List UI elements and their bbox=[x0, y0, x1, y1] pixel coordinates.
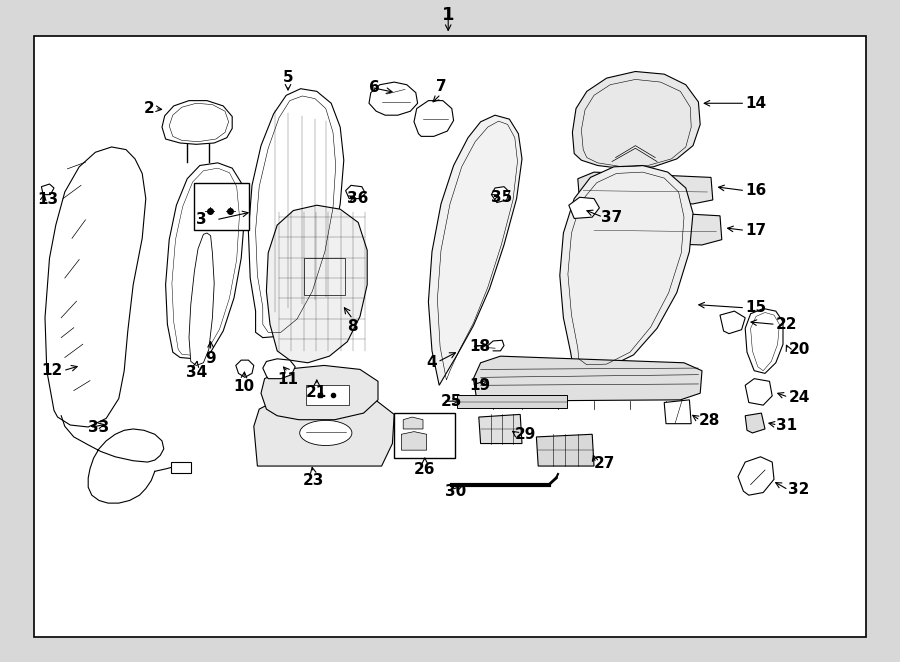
Bar bbox=[394, 413, 455, 458]
Text: 29: 29 bbox=[515, 427, 536, 442]
Polygon shape bbox=[479, 414, 522, 444]
Polygon shape bbox=[403, 417, 423, 429]
Polygon shape bbox=[41, 184, 54, 195]
Polygon shape bbox=[720, 311, 745, 334]
Text: 3: 3 bbox=[196, 213, 207, 227]
Polygon shape bbox=[369, 82, 418, 115]
Bar bbox=[194, 183, 249, 230]
Text: 9: 9 bbox=[205, 351, 216, 366]
Text: 5: 5 bbox=[283, 70, 293, 85]
Polygon shape bbox=[664, 400, 691, 424]
Text: 36: 36 bbox=[347, 191, 369, 206]
Bar bbox=[171, 462, 191, 473]
Polygon shape bbox=[473, 356, 702, 401]
Polygon shape bbox=[166, 163, 245, 359]
Text: 18: 18 bbox=[470, 340, 490, 354]
Polygon shape bbox=[589, 209, 722, 245]
Polygon shape bbox=[401, 432, 427, 450]
Polygon shape bbox=[414, 101, 454, 136]
Text: 33: 33 bbox=[88, 420, 110, 435]
Text: 25: 25 bbox=[441, 394, 463, 408]
Bar bbox=[306, 385, 349, 405]
Text: 16: 16 bbox=[745, 183, 767, 198]
Ellipse shape bbox=[300, 420, 352, 446]
Text: 35: 35 bbox=[491, 190, 513, 205]
Polygon shape bbox=[189, 233, 214, 365]
Text: 31: 31 bbox=[776, 418, 796, 432]
Polygon shape bbox=[578, 172, 713, 204]
Polygon shape bbox=[254, 396, 394, 466]
Text: 10: 10 bbox=[233, 379, 255, 394]
Polygon shape bbox=[266, 205, 367, 363]
Text: 4: 4 bbox=[427, 355, 437, 369]
Text: 1: 1 bbox=[442, 5, 454, 24]
Polygon shape bbox=[560, 166, 693, 369]
Text: 26: 26 bbox=[414, 462, 436, 477]
Text: 2: 2 bbox=[144, 101, 155, 116]
Text: 24: 24 bbox=[788, 390, 810, 404]
Text: 20: 20 bbox=[788, 342, 810, 357]
Polygon shape bbox=[572, 71, 700, 169]
Text: 30: 30 bbox=[445, 484, 466, 498]
Polygon shape bbox=[745, 413, 765, 433]
Polygon shape bbox=[491, 187, 509, 203]
Bar bbox=[457, 395, 567, 408]
Text: 23: 23 bbox=[302, 473, 324, 488]
Text: 12: 12 bbox=[41, 363, 63, 378]
Text: 21: 21 bbox=[306, 385, 328, 401]
Text: 6: 6 bbox=[369, 80, 380, 95]
Polygon shape bbox=[745, 379, 772, 405]
Polygon shape bbox=[745, 308, 783, 373]
Text: 37: 37 bbox=[601, 210, 623, 224]
Polygon shape bbox=[263, 359, 295, 379]
Text: 17: 17 bbox=[745, 223, 766, 238]
Text: 22: 22 bbox=[776, 317, 797, 332]
Text: 27: 27 bbox=[594, 456, 616, 471]
Polygon shape bbox=[536, 434, 594, 466]
Polygon shape bbox=[738, 457, 774, 495]
Text: 28: 28 bbox=[698, 413, 720, 428]
Text: 7: 7 bbox=[436, 79, 446, 94]
Text: 15: 15 bbox=[745, 301, 766, 315]
Polygon shape bbox=[428, 115, 522, 385]
Text: 14: 14 bbox=[745, 96, 766, 111]
Polygon shape bbox=[569, 197, 599, 218]
Text: 11: 11 bbox=[277, 372, 299, 387]
Polygon shape bbox=[162, 101, 232, 144]
Text: 13: 13 bbox=[38, 193, 58, 207]
Polygon shape bbox=[45, 147, 146, 427]
Polygon shape bbox=[261, 365, 378, 420]
Text: 34: 34 bbox=[185, 365, 207, 381]
Polygon shape bbox=[346, 185, 365, 199]
Polygon shape bbox=[248, 89, 344, 338]
Text: 32: 32 bbox=[788, 483, 810, 497]
Polygon shape bbox=[236, 360, 254, 377]
Bar bbox=[304, 258, 345, 295]
Text: 19: 19 bbox=[470, 378, 490, 393]
Text: 8: 8 bbox=[347, 319, 358, 334]
